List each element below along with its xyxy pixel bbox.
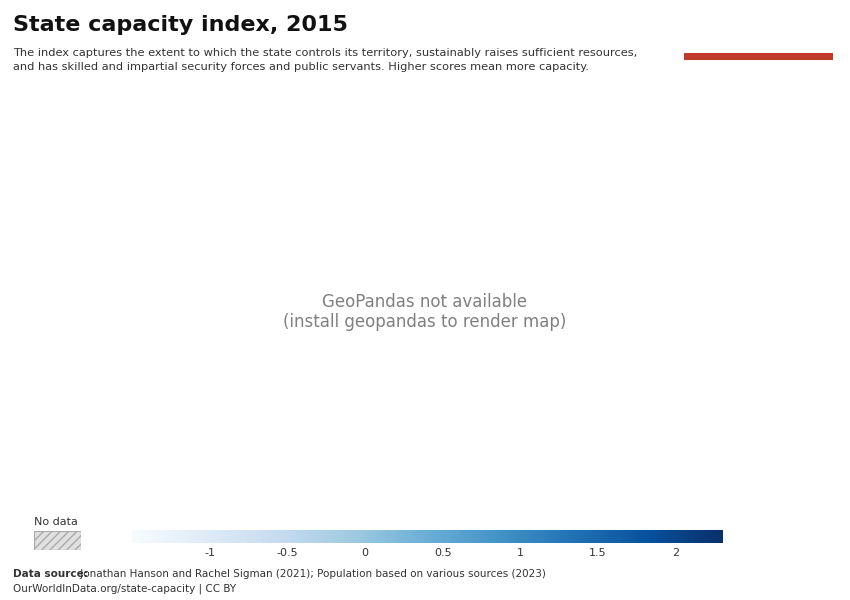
Text: The index captures the extent to which the state controls its territory, sustain: The index captures the extent to which t… (13, 48, 637, 58)
Text: OurWorldInData.org/state-capacity | CC BY: OurWorldInData.org/state-capacity | CC B… (13, 583, 235, 594)
Text: Data source:: Data source: (13, 569, 88, 579)
Text: in Data: in Data (739, 34, 779, 44)
Text: Our World: Our World (731, 18, 786, 28)
Text: State capacity index, 2015: State capacity index, 2015 (13, 15, 348, 35)
Text: No data: No data (34, 517, 78, 527)
Text: and has skilled and impartial security forces and public servants. Higher scores: and has skilled and impartial security f… (13, 62, 589, 72)
Text: GeoPandas not available
(install geopandas to render map): GeoPandas not available (install geopand… (283, 293, 567, 331)
Text: Jonathan Hanson and Rachel Sigman (2021); Population based on various sources (2: Jonathan Hanson and Rachel Sigman (2021)… (77, 569, 547, 579)
Bar (684, 53, 833, 60)
